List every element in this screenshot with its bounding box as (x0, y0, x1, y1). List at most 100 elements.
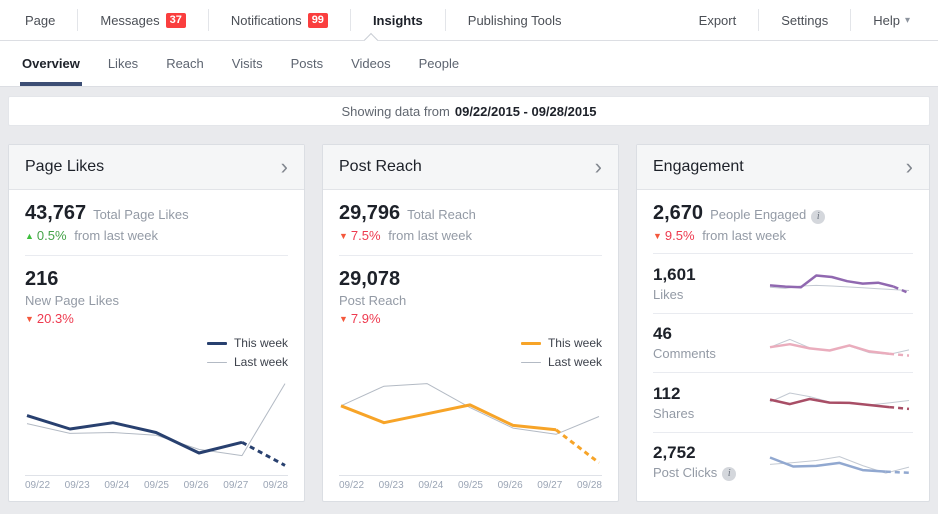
x-axis-tick: 09/27 (537, 480, 563, 491)
shares-row-stat: 112 Shares (653, 384, 694, 421)
x-axis-tick: 09/26 (183, 480, 209, 491)
tab-reach[interactable]: Reach (166, 56, 204, 71)
divider (444, 9, 446, 31)
total-page-likes-label: Total Page Likes (93, 207, 189, 222)
post-reach-stat: 29,078 (339, 268, 602, 291)
post-reach-card-body: 29,796 Total Reach ▼ 7.5% from last week … (323, 190, 618, 501)
likes-row: 1,601 Likes (653, 253, 913, 313)
tab-people[interactable]: People (418, 56, 460, 71)
likes-sparkline (769, 274, 910, 295)
x-axis-tick: 09/26 (497, 480, 523, 491)
banner-prefix: Showing data from (341, 103, 450, 119)
legend-entry: This week (520, 336, 602, 350)
chevron-right-icon[interactable]: › (280, 154, 288, 179)
post-clicks-sparkline (768, 444, 913, 480)
likes-sparkline (768, 265, 913, 301)
caret-down-icon: ▾ (904, 14, 910, 26)
info-icon[interactable]: i (811, 210, 826, 224)
post-reach-value: 29,078 (339, 268, 401, 290)
nav-notifications[interactable]: Notifications 99 (209, 0, 350, 40)
people-engaged-value: 2,670 (653, 202, 704, 224)
divider (349, 9, 351, 31)
divider (25, 255, 288, 256)
divider (758, 9, 760, 31)
top-nav-right: Export Settings Help ▾ (677, 0, 938, 40)
likes-row-stat: 1,601 Likes (653, 265, 696, 302)
decrease-arrow-icon: ▼ (653, 231, 662, 241)
card-title: Engagement (653, 158, 744, 175)
x-axis-tick: 09/22 (339, 480, 365, 491)
engagement-card-body: 2,670 People Engaged i ▼ 9.5% from last w… (637, 190, 929, 501)
people-engaged-change: ▼ 9.5% from last week (653, 228, 913, 243)
legend-swatch (206, 341, 227, 345)
new-page-likes-label: New Page Likes (25, 293, 119, 308)
legend-entry: Last week (520, 355, 602, 369)
comments-sparkline (768, 325, 913, 361)
page-likes-chart: This week Last week 09/22 09/23 09/24 09/25 09… (25, 334, 288, 491)
post-reach-chart: This week Last week 09/22 09/23 09/24 09/25 09… (339, 334, 602, 491)
x-axis-tick: 09/25 (143, 480, 169, 491)
legend-swatch (520, 341, 541, 345)
post-clicks-row: 2,752 Post Clicks i (653, 431, 913, 492)
top-nav-left: Page Messages 37 Notifications 99 Insigh… (0, 0, 584, 40)
legend-entry: Last week (206, 355, 288, 369)
post-clicks-row-stat: 2,752 Post Clicks i (653, 443, 737, 481)
total-reach-label: Total Reach (407, 207, 476, 222)
shares-label: Shares (653, 405, 695, 421)
overview-cards: Page Likes › 43,767 Total Page Likes ▲ 0.… (0, 144, 938, 502)
nav-publishing-tools[interactable]: Publishing Tools (467, 12, 562, 28)
help-menu[interactable]: Help ▾ (851, 0, 932, 40)
divider (339, 255, 602, 256)
change-percent: 9.5% (664, 228, 695, 243)
info-icon[interactable]: i (722, 466, 737, 481)
x-axis-tick: 09/24 (104, 480, 130, 491)
divider (850, 9, 852, 31)
x-axis-tick: 09/22 (25, 480, 51, 491)
tab-visits[interactable]: Visits (231, 56, 263, 71)
top-nav: Page Messages 37 Notifications 99 Insigh… (0, 0, 938, 41)
change-suffix: from last week (388, 228, 472, 243)
comments-row: 46 Comments (653, 312, 913, 373)
page-likes-card-header[interactable]: Page Likes › (9, 145, 304, 190)
nav-page[interactable]: Page (25, 12, 56, 28)
shares-sparkline (769, 392, 910, 411)
tab-likes[interactable]: Likes (107, 56, 139, 71)
tab-videos[interactable]: Videos (351, 56, 391, 71)
engagement-card-header[interactable]: Engagement › (637, 145, 929, 190)
nav-notifications-label: Notifications (230, 12, 302, 28)
decrease-arrow-icon: ▼ (25, 314, 34, 324)
change-percent: 7.5% (350, 228, 381, 243)
date-range-banner: Showing data from 09/22/2015 - 09/28/201… (8, 96, 930, 126)
tab-overview[interactable]: Overview (20, 41, 82, 86)
export-button[interactable]: Export (698, 12, 737, 28)
shares-value: 112 (653, 383, 681, 403)
chevron-right-icon[interactable]: › (594, 154, 602, 179)
banner-date-range: 09/22/2015 - 09/28/2015 (454, 103, 597, 119)
nav-insights[interactable]: Insights (372, 12, 423, 28)
insights-sub-nav: Overview Likes Reach Visits Posts Videos… (0, 32, 938, 87)
comments-sparkline (769, 338, 910, 357)
legend-swatch (520, 361, 541, 363)
x-axis-labels: 09/22 09/23 09/24 09/25 09/26 09/27 09/28 (25, 475, 288, 491)
shares-sparkline (768, 384, 913, 420)
new-page-likes-stat: 216 (25, 268, 288, 291)
page-likes-card: Page Likes › 43,767 Total Page Likes ▲ 0.… (8, 144, 305, 502)
page-likes-trend (26, 383, 286, 467)
decrease-arrow-icon: ▼ (339, 314, 348, 324)
x-axis-tick: 09/28 (576, 480, 602, 491)
total-page-likes-change: ▲ 0.5% from last week (25, 228, 288, 243)
nav-messages[interactable]: Messages 37 (78, 0, 208, 40)
x-axis-tick: 09/23 (64, 480, 90, 491)
post-reach-card-header[interactable]: Post Reach › (323, 145, 618, 190)
likes-label: Likes (653, 286, 684, 302)
tab-posts[interactable]: Posts (290, 56, 324, 71)
legend-swatch (206, 361, 227, 363)
card-title: Page Likes (25, 158, 105, 175)
total-page-likes-stat: 43,767 Total Page Likes (25, 202, 288, 225)
chart-legend: This week Last week (206, 336, 288, 374)
post-reach-label: Post Reach (339, 293, 407, 308)
increase-arrow-icon: ▲ (25, 231, 34, 241)
post-reach-trend (340, 383, 600, 464)
settings-button[interactable]: Settings (781, 12, 829, 28)
chevron-right-icon[interactable]: › (905, 154, 913, 179)
